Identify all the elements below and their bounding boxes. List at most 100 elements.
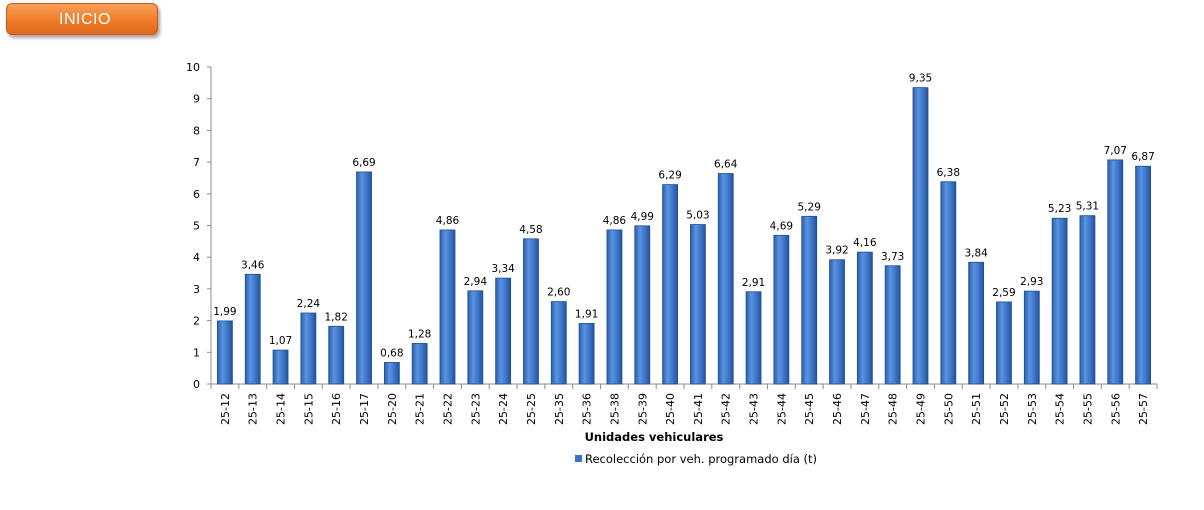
data-label: 5,23 [1048, 203, 1071, 215]
x-tick-label: 25-56 [1109, 393, 1122, 425]
y-tick-label: 4 [193, 251, 200, 264]
data-label: 5,29 [798, 201, 821, 213]
y-tick-label: 7 [193, 156, 200, 169]
x-tick-label: 25-43 [748, 393, 761, 425]
y-tick-label: 6 [193, 188, 200, 201]
y-tick-label: 1 [193, 346, 200, 359]
data-label: 1,07 [269, 335, 292, 347]
data-label: 1,91 [575, 308, 598, 320]
data-label: 9,35 [909, 73, 932, 85]
bar [439, 229, 456, 385]
data-label: 3,73 [881, 251, 904, 263]
data-label: 4,58 [519, 224, 542, 236]
bar [996, 301, 1012, 385]
x-tick-label: 25-16 [330, 393, 343, 425]
data-labels: 1,99 3,46 1,07 2,24 1,82 6,69 0,68 1,28 4,86 2,94… [213, 73, 1155, 360]
data-label: 4,86 [603, 215, 627, 227]
bar [467, 290, 484, 385]
bar [773, 234, 790, 385]
bar [550, 301, 567, 385]
bar [1107, 159, 1124, 385]
y-tick-label: 2 [193, 315, 200, 328]
x-tick-label: 25-39 [636, 393, 649, 425]
x-tick-label: 25-21 [414, 393, 427, 425]
y-tick-label: 8 [193, 124, 200, 137]
bar [968, 261, 985, 385]
data-label: 1,99 [213, 306, 236, 318]
y-axis: 0 1 2 3 4 5 6 7 8 9 10 [186, 61, 212, 391]
data-label: 4,16 [853, 237, 877, 249]
x-tick-label: 25-57 [1137, 393, 1150, 425]
bar [690, 224, 706, 385]
data-label: 3,46 [241, 259, 265, 271]
bar [383, 362, 400, 385]
data-label: 6,64 [714, 159, 738, 171]
bar-series [217, 87, 1151, 385]
x-tick-label: 25-45 [803, 393, 816, 425]
data-label: 2,60 [547, 287, 570, 299]
x-tick-label: 25-20 [386, 393, 399, 425]
data-label: 6,29 [658, 170, 681, 182]
y-tick-label: 9 [193, 93, 200, 106]
data-label: 2,91 [742, 277, 765, 289]
data-label: 4,99 [631, 211, 654, 223]
data-label: 1,82 [325, 311, 348, 323]
x-tick-label: 25-15 [302, 393, 315, 425]
x-tick-label: 25-44 [775, 393, 788, 425]
bar [523, 238, 539, 385]
x-tick-label: 25-36 [581, 393, 594, 425]
bar [940, 181, 957, 385]
x-tick-label: 25-22 [442, 393, 455, 425]
bar [634, 225, 651, 385]
data-label: 3,84 [964, 247, 988, 259]
data-label: 3,34 [491, 263, 515, 275]
data-label: 5,31 [1076, 201, 1099, 213]
x-tick-label: 25-52 [998, 393, 1011, 425]
legend-swatch [575, 455, 582, 462]
x-tick-label: 25-12 [219, 393, 232, 425]
x-tick-label: 25-25 [525, 393, 538, 425]
bar [829, 259, 845, 385]
y-tick-label: 5 [193, 220, 200, 233]
data-label: 1,28 [408, 328, 431, 340]
bar [411, 343, 428, 385]
bar [884, 265, 901, 385]
x-tick-label: 25-55 [1081, 393, 1094, 425]
bar [717, 173, 734, 385]
x-axis: 25-12 25-13 25-14 25-15 25-16 25-17 25-20 25-21… [210, 383, 1158, 425]
data-label: 7,07 [1104, 145, 1127, 157]
x-tick-label: 25-38 [608, 393, 621, 425]
bar [1135, 165, 1151, 385]
x-tick-label: 25-46 [831, 393, 844, 425]
y-tick-label: 10 [186, 61, 200, 74]
x-tick-label: 25-53 [1026, 393, 1039, 425]
x-tick-label: 25-47 [859, 393, 872, 425]
bar [495, 277, 512, 385]
data-label: 6,38 [937, 167, 960, 179]
bar [244, 273, 261, 385]
bar [1023, 290, 1040, 385]
x-tick-label: 25-35 [553, 393, 566, 425]
legend-label: Recolección por veh. programado día (t) [585, 452, 817, 466]
y-tick-label: 3 [193, 283, 200, 296]
inicio-button[interactable]: INICIO [6, 3, 158, 35]
bar [300, 312, 317, 385]
x-tick-label: 25-23 [469, 393, 482, 425]
legend: Recolección por veh. programado día (t) [575, 452, 817, 466]
bar [328, 325, 345, 385]
x-tick-label: 25-17 [358, 393, 371, 425]
data-label: 0,68 [380, 347, 403, 359]
data-label: 4,69 [770, 220, 793, 232]
data-label: 4,86 [436, 215, 460, 227]
x-tick-label: 25-41 [692, 393, 705, 425]
x-axis-title: Unidades vehiculares [585, 430, 724, 444]
x-tick-label: 25-24 [497, 393, 510, 425]
data-label: 2,94 [464, 276, 488, 288]
x-tick-label: 25-48 [887, 393, 900, 425]
data-label: 3,92 [825, 245, 848, 257]
bar [662, 184, 678, 385]
bar [856, 251, 873, 385]
bar [217, 320, 233, 385]
bar [1079, 215, 1096, 385]
